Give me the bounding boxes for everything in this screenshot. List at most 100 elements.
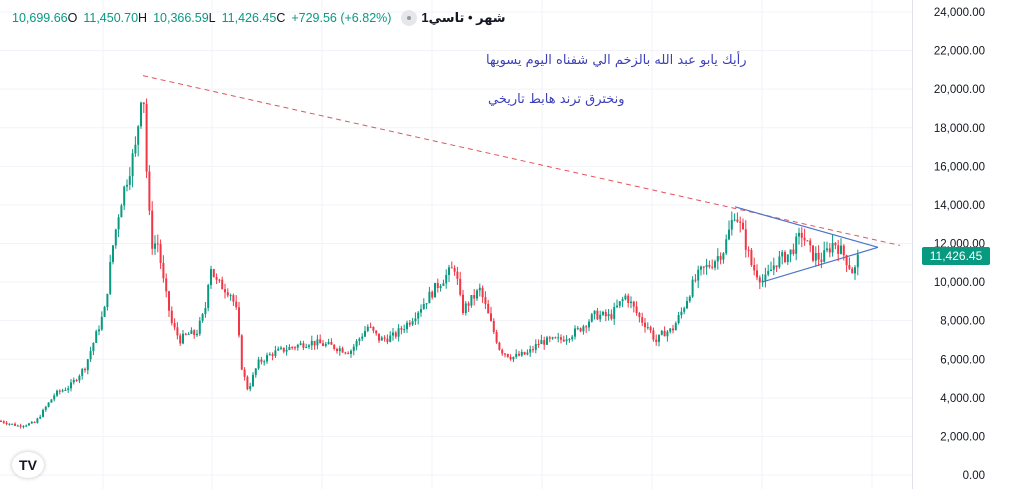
candle-down[interactable] (842, 245, 845, 256)
candle-up[interactable] (22, 426, 25, 428)
candle-down[interactable] (562, 339, 565, 342)
candle-up[interactable] (728, 229, 730, 240)
candle-down[interactable] (151, 210, 154, 249)
candle-up[interactable] (420, 309, 422, 313)
price-axis[interactable]: 24,000.00 22,000.00 20,000.00 18,000.00 16,0… (934, 7, 985, 482)
candle-down[interactable] (585, 326, 588, 328)
candle-down[interactable] (481, 287, 484, 298)
candle-up[interactable] (350, 350, 352, 354)
candle-down[interactable] (294, 347, 296, 349)
candle-down[interactable] (851, 268, 854, 274)
candle-up[interactable] (588, 321, 590, 328)
candle-up[interactable] (445, 274, 448, 284)
candle-down[interactable] (596, 310, 599, 320)
candle-down[interactable] (453, 267, 456, 272)
candle-up[interactable] (123, 186, 126, 206)
candle-up[interactable] (11, 423, 14, 425)
candle-up[interactable] (683, 308, 686, 312)
candle-down[interactable] (820, 259, 823, 262)
candle-up[interactable] (814, 253, 817, 261)
candle-up[interactable] (686, 301, 688, 309)
candle-up[interactable] (50, 399, 53, 403)
candle-down[interactable] (148, 171, 151, 211)
candle-up[interactable] (417, 312, 420, 319)
candle-up[interactable] (621, 299, 624, 302)
candle-down[interactable] (532, 349, 534, 351)
candle-down[interactable] (375, 330, 378, 334)
candle-up[interactable] (36, 418, 39, 423)
candle-down[interactable] (168, 291, 170, 311)
historic-downtrend-line[interactable] (142, 75, 901, 246)
candle-up[interactable] (190, 330, 193, 334)
candle-up[interactable] (546, 337, 548, 345)
candle-up[interactable] (590, 314, 593, 322)
candle-up[interactable] (98, 329, 100, 332)
candle-up[interactable] (316, 339, 319, 346)
candle-down[interactable] (644, 322, 646, 328)
candle-up[interactable] (39, 416, 42, 419)
candle-up[interactable] (607, 314, 610, 317)
candle-up[interactable] (798, 232, 800, 237)
candle-down[interactable] (473, 295, 476, 299)
candle-down[interactable] (809, 240, 812, 246)
candle-up[interactable] (81, 369, 84, 376)
candle-up[interactable] (117, 217, 120, 230)
candle-down[interactable] (165, 278, 168, 292)
candle-up[interactable] (840, 245, 842, 254)
candle-down[interactable] (828, 248, 831, 253)
candle-down[interactable] (33, 421, 36, 423)
candle-down[interactable] (719, 256, 722, 260)
candle-up[interactable] (53, 395, 56, 400)
candle-up[interactable] (856, 254, 859, 268)
candle-up[interactable] (106, 293, 109, 307)
candle-up[interactable] (582, 326, 585, 332)
candle-up[interactable] (389, 335, 392, 342)
candle-down[interactable] (193, 330, 196, 336)
candle-up[interactable] (8, 423, 11, 425)
candle-up[interactable] (285, 349, 288, 352)
candle-up[interactable] (624, 295, 627, 300)
candle-up[interactable] (257, 359, 260, 369)
candle-down[interactable] (610, 314, 613, 319)
candle-down[interactable] (408, 322, 411, 325)
candle-up[interactable] (422, 303, 425, 310)
candle-down[interactable] (817, 253, 820, 260)
candle-up[interactable] (705, 264, 708, 268)
candle-up[interactable] (618, 301, 621, 306)
candle-up[interactable] (478, 287, 481, 291)
candle-down[interactable] (742, 222, 744, 230)
candle-down[interactable] (845, 255, 848, 266)
candle-up[interactable] (697, 269, 700, 281)
symbol-label[interactable]: 1شهر • تاسي (421, 10, 506, 25)
candle-up[interactable] (764, 274, 767, 281)
candle-down[interactable] (215, 277, 218, 280)
candle-up[interactable] (126, 184, 128, 187)
candle-down[interactable] (459, 278, 462, 295)
candle-down[interactable] (792, 249, 795, 254)
candle-up[interactable] (358, 338, 361, 341)
candle-up[interactable] (44, 406, 47, 410)
candle-up[interactable] (204, 307, 207, 315)
candle-up[interactable] (733, 219, 736, 221)
candle-down[interactable] (184, 333, 187, 335)
candle-down[interactable] (145, 104, 148, 172)
candle-down[interactable] (378, 333, 380, 341)
candle-up[interactable] (565, 339, 568, 342)
candle-up[interactable] (327, 341, 330, 344)
candle-up[interactable] (778, 256, 781, 268)
candle-down[interactable] (800, 232, 803, 238)
candle-up[interactable] (154, 243, 156, 249)
candle-down[interactable] (347, 352, 350, 354)
candle-up[interactable] (515, 353, 518, 357)
candle-up[interactable] (274, 350, 277, 356)
candle-down[interactable] (739, 221, 742, 223)
candle-up[interactable] (392, 332, 394, 336)
candle-down[interactable] (5, 422, 8, 425)
candle-up[interactable] (831, 242, 834, 253)
candle-down[interactable] (14, 423, 16, 426)
candle-up[interactable] (571, 336, 574, 340)
candle-down[interactable] (579, 328, 582, 332)
candle-down[interactable] (383, 337, 386, 339)
candle-up[interactable] (414, 318, 417, 322)
candle-down[interactable] (218, 279, 221, 281)
